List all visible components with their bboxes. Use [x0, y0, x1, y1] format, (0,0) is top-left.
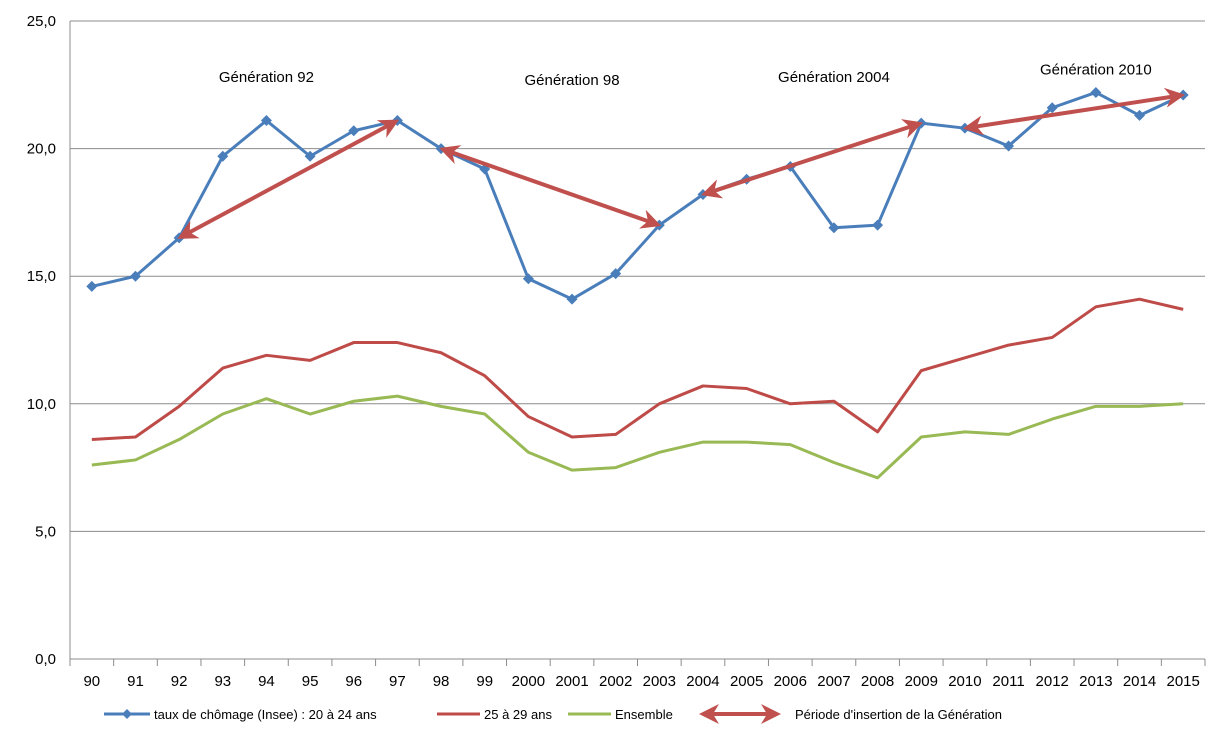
y-tick-label: 15,0: [27, 268, 56, 285]
x-tick-label: 2006: [774, 673, 807, 690]
data-point: [129, 270, 141, 282]
legend-label: Période d'insertion de la Génération: [795, 707, 1002, 722]
x-tick-label: 2010: [948, 673, 981, 690]
x-tick-label: 2000: [512, 673, 545, 690]
data-point: [86, 280, 98, 292]
data-point: [566, 293, 578, 305]
x-tick-label: 2007: [817, 673, 850, 690]
generation-label: Génération 92: [219, 69, 314, 86]
x-tick-label: 2012: [1036, 673, 1069, 690]
x-tick-label: 98: [433, 673, 450, 690]
x-tick-label: 95: [302, 673, 319, 690]
generation-arrow: [439, 145, 662, 229]
axes: 0,0 5,0 10,0 15,0 20,0 25,0 90 91 92 93 94 95 96 97 98…: [27, 13, 1206, 690]
y-tick-label: 0,0: [35, 651, 56, 668]
y-tick-label: 20,0: [27, 141, 56, 158]
x-tick-label: 90: [83, 673, 100, 690]
generation-label: Génération 98: [524, 72, 619, 89]
x-tick-label: 99: [476, 673, 493, 690]
x-tick-label: 92: [171, 673, 188, 690]
generation-label: Génération 2010: [1040, 62, 1152, 79]
x-tick-label: 2008: [861, 673, 894, 690]
generation-arrows: [177, 87, 1186, 239]
series-line-2: [91, 394, 1184, 480]
x-tick-label: 2013: [1079, 673, 1112, 690]
x-tick-label: 2002: [599, 673, 632, 690]
data-point: [915, 117, 927, 129]
data-point: [610, 268, 622, 280]
x-tick-label: 96: [345, 673, 362, 690]
x-tick-label: 94: [258, 673, 275, 690]
gridlines: [70, 20, 1205, 532]
legend-label: taux de chômage (Insee) : 20 à 24 ans: [154, 707, 377, 722]
x-tick-label: 2001: [555, 673, 588, 690]
data-point: [872, 219, 884, 231]
y-tick-label: 5,0: [35, 523, 56, 540]
legend: taux de chômage (Insee) : 20 à 24 ans 25 …: [104, 704, 1002, 724]
x-tick-label: 2003: [643, 673, 676, 690]
data-point: [1134, 109, 1146, 121]
annotations: Génération 92 Génération 98 Génération 200…: [219, 62, 1152, 89]
data-point: [959, 122, 971, 134]
x-tick-label: 2009: [905, 673, 938, 690]
data-point: [1003, 140, 1015, 152]
data-point: [1177, 89, 1189, 101]
x-tick-label: 2015: [1166, 673, 1199, 690]
series-line-1: [91, 297, 1184, 442]
x-tick-label: 91: [127, 673, 144, 690]
y-tick-label: 25,0: [27, 13, 56, 30]
x-tick-label: 2004: [686, 673, 719, 690]
x-tick-label: 2011: [992, 673, 1024, 690]
legend-label: Ensemble: [615, 707, 673, 722]
generation-arrow: [177, 119, 400, 239]
series-lines: [86, 86, 1189, 480]
data-point: [828, 222, 840, 234]
data-point: [1090, 86, 1102, 98]
x-tick-label: 2005: [730, 673, 763, 690]
x-tick-label: 93: [214, 673, 231, 690]
generation-label: Génération 2004: [778, 69, 890, 86]
legend-marker: [122, 709, 132, 719]
x-tick-label: 2014: [1123, 673, 1156, 690]
y-tick-label: 10,0: [27, 396, 56, 413]
x-tick-label: 97: [389, 673, 406, 690]
data-point: [522, 273, 534, 285]
legend-label: 25 à 29 ans: [484, 707, 552, 722]
generation-arrow: [962, 87, 1186, 136]
generation-arrow: [701, 119, 924, 199]
